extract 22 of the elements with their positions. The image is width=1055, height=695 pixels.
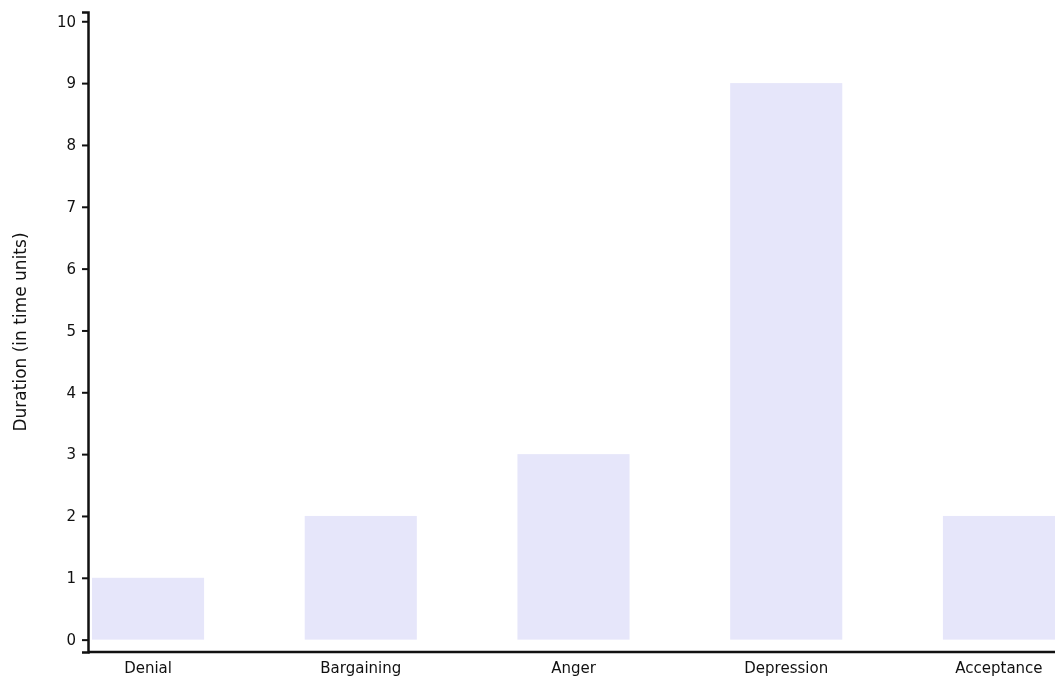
- x-tick-label: Denial: [124, 658, 172, 677]
- x-tick-label: Depression: [744, 658, 829, 677]
- y-tick-label: 1: [66, 569, 76, 588]
- y-axis-title: Duration (in time units): [10, 232, 30, 432]
- y-tick-label: 5: [66, 321, 76, 340]
- bar: [942, 515, 1055, 640]
- bar: [730, 83, 843, 640]
- y-tick-label: 6: [66, 259, 76, 278]
- bar: [92, 577, 205, 640]
- y-tick-label: 2: [66, 507, 76, 526]
- y-tick-label: 0: [66, 630, 76, 649]
- y-tick-label: 8: [66, 136, 76, 155]
- x-tick-label: Bargaining: [320, 658, 402, 677]
- y-tick-label: 3: [66, 445, 76, 464]
- x-tick-label: Anger: [551, 658, 597, 677]
- x-tick-label: Acceptance: [955, 658, 1043, 677]
- bar: [517, 454, 630, 640]
- y-tick-label: 10: [56, 12, 76, 31]
- bar: [304, 515, 417, 640]
- y-tick-label: 4: [66, 383, 76, 402]
- y-tick-label: 9: [66, 74, 76, 93]
- y-tick-label: 7: [66, 198, 76, 217]
